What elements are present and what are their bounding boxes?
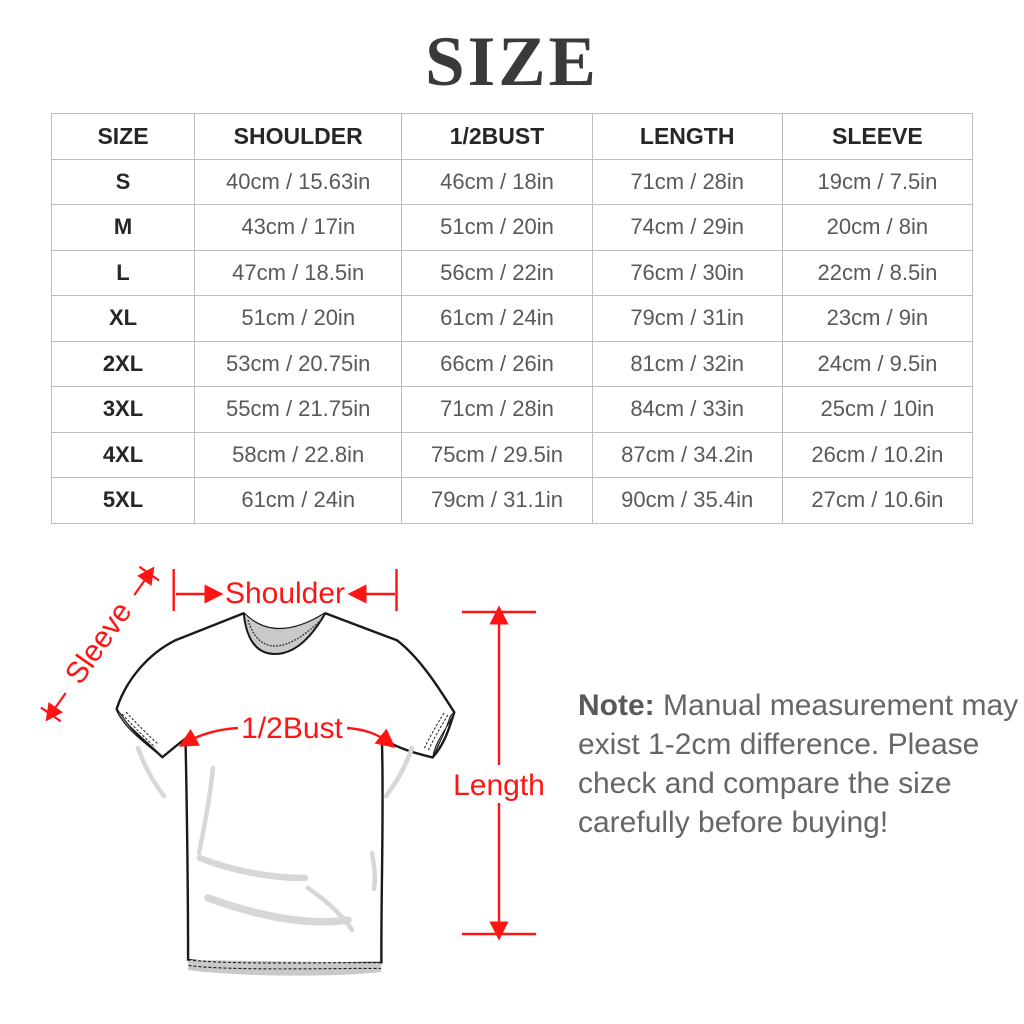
svg-text:Shoulder: Shoulder [225,577,345,610]
svg-text:Length: Length [453,769,545,802]
svg-text:Sleeve: Sleeve [59,596,139,690]
svg-text:1/2Bust: 1/2Bust [241,712,343,745]
